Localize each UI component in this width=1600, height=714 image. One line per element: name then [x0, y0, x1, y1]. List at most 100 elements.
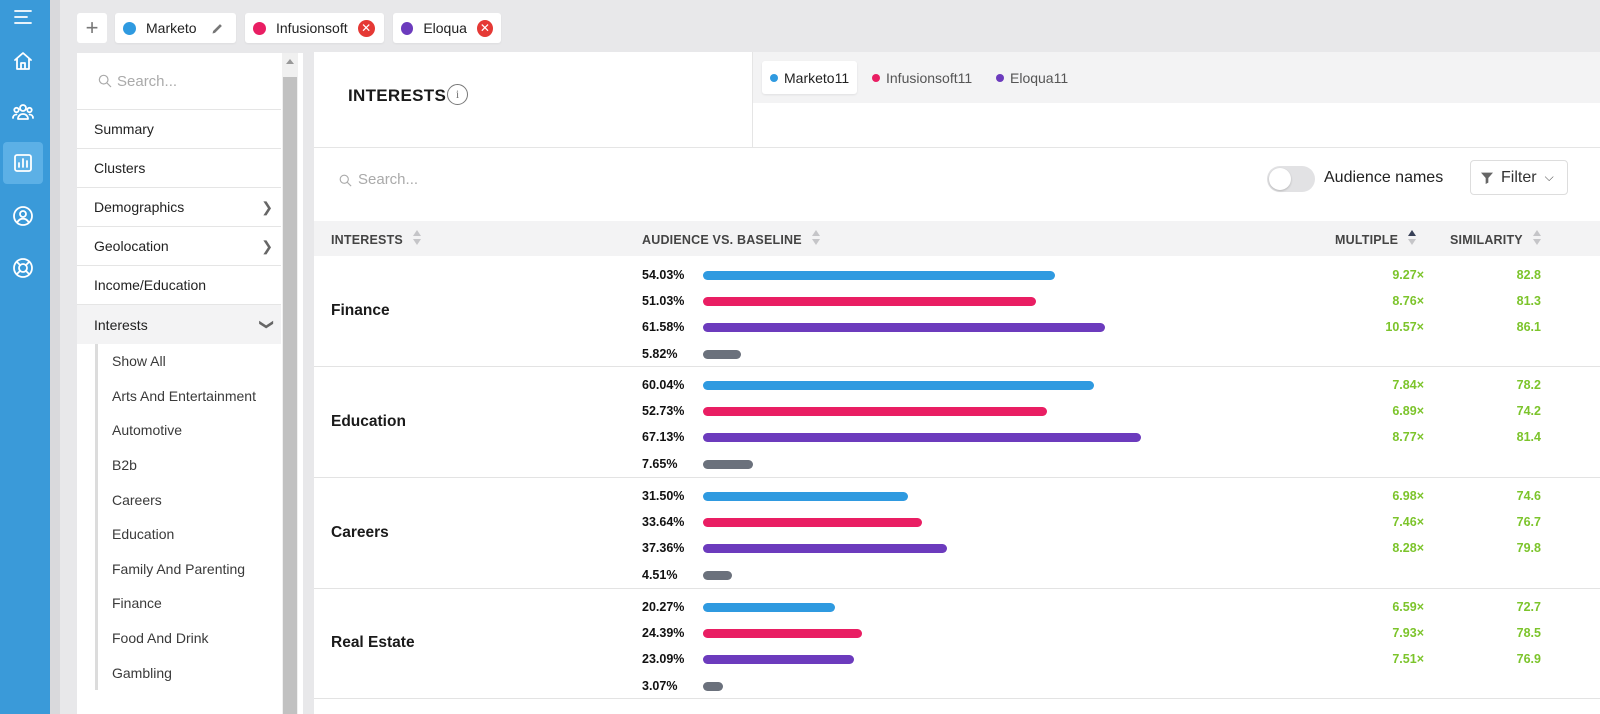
- sidebar-scrollbar[interactable]: [282, 53, 298, 714]
- sidebar-item-interests[interactable]: Interests ❯: [77, 305, 281, 344]
- audience-color-dot: [253, 21, 266, 35]
- scrollbar-thumb[interactable]: [283, 77, 297, 714]
- percent-label: 7.65%: [642, 457, 678, 471]
- similarity-value: 72.7: [1516, 600, 1541, 614]
- table-row[interactable]: Real Estate 20.27% 6.59× 72.7 24.39% 7.93× 78.…: [314, 589, 1600, 699]
- report-sidebar: Search... Summary Clusters Demographics ❯…: [77, 53, 303, 714]
- profile-icon[interactable]: [3, 195, 43, 237]
- scroll-up-icon[interactable]: [286, 59, 294, 64]
- column-header-audience[interactable]: AUDIENCE VS. BASELINE: [642, 230, 821, 248]
- percent-label: 24.39%: [642, 626, 685, 640]
- panel-header: INTERESTS i: [314, 52, 753, 147]
- sidebar-subitem[interactable]: Show All: [112, 353, 166, 370]
- legend-label: Infusionsoft11: [886, 69, 973, 86]
- chevron-right-icon: ❯: [261, 237, 273, 254]
- sidebar-subitem[interactable]: Finance: [112, 595, 162, 612]
- percent-label: 61.58%: [642, 320, 685, 334]
- add-audience-button[interactable]: +: [77, 13, 107, 43]
- sidebar-subitem[interactable]: B2b: [112, 457, 137, 474]
- audience-bar: [703, 271, 1056, 280]
- similarity-value: 81.4: [1516, 430, 1541, 444]
- sidebar-subitem[interactable]: Education: [112, 526, 175, 543]
- audience-color-dot: [123, 21, 136, 35]
- sidebar-subitem[interactable]: Food And Drink: [112, 630, 209, 647]
- reports-icon[interactable]: [3, 142, 43, 184]
- sidebar-subitem[interactable]: Gambling: [112, 664, 172, 681]
- audiences-icon[interactable]: [3, 91, 43, 133]
- interest-name: Finance: [331, 302, 390, 319]
- sidebar-subitem[interactable]: Careers: [112, 491, 162, 508]
- audience-bar: [703, 297, 1036, 306]
- audience-tab-label: Eloqua: [423, 20, 467, 36]
- sidebar-subitem[interactable]: Automotive: [112, 422, 183, 439]
- chevron-down-icon: ⌵: [1544, 170, 1554, 184]
- legend-dot: [872, 73, 880, 82]
- baseline-bar: [703, 460, 753, 469]
- multiple-value: 6.98×: [1392, 489, 1424, 503]
- table-row[interactable]: Careers 31.50% 6.98× 74.6 33.64% 7.46× 76.7 37.…: [314, 478, 1600, 589]
- table-search-placeholder: Search...: [358, 170, 419, 188]
- percent-label: 20.27%: [642, 600, 685, 614]
- table-row[interactable]: Finance 54.03% 9.27× 82.8 51.03% 8.76× 81.3 61.…: [314, 257, 1600, 367]
- similarity-value: 74.2: [1516, 404, 1541, 418]
- column-header-similarity[interactable]: SIMILARITY: [1450, 230, 1542, 248]
- audience-tab-label: Marketo: [146, 20, 197, 36]
- percent-label: 37.36%: [642, 541, 685, 555]
- menu-icon[interactable]: [3, 0, 43, 38]
- legend-item-marketo[interactable]: Marketo11: [762, 61, 858, 94]
- percent-label: 60.04%: [642, 378, 685, 392]
- multiple-value: 9.27×: [1392, 268, 1424, 282]
- legend-item-infusionsoft[interactable]: Infusionsoft11: [864, 61, 980, 94]
- sidebar-item-label: Interests: [94, 316, 148, 333]
- audience-bar: [703, 492, 909, 501]
- audience-names-toggle[interactable]: [1267, 166, 1315, 192]
- sidebar-search[interactable]: Search...: [77, 53, 281, 110]
- column-header-interests[interactable]: INTERESTS: [331, 230, 422, 248]
- interest-name: Education: [331, 412, 406, 430]
- interest-name: Real Estate: [331, 634, 415, 651]
- legend-dot: [996, 73, 1004, 82]
- sidebar-item-clusters[interactable]: Clusters: [77, 149, 281, 188]
- multiple-value: 7.51×: [1392, 652, 1424, 666]
- similarity-value: 76.9: [1516, 652, 1541, 666]
- remove-icon[interactable]: ✕: [476, 19, 493, 37]
- help-icon[interactable]: [3, 247, 43, 289]
- audience-legend: Marketo11 Infusionsoft11 Eloqua11: [753, 52, 1600, 103]
- column-header-multiple[interactable]: MULTIPLE: [1335, 230, 1417, 248]
- audience-bar: [703, 433, 1141, 442]
- similarity-value: 81.3: [1516, 294, 1541, 308]
- percent-label: 51.03%: [642, 294, 685, 308]
- home-icon[interactable]: [3, 40, 43, 82]
- rail-divider: [50, 0, 60, 714]
- audience-tab-infusionsoft[interactable]: Infusionsoft ✕: [245, 13, 384, 43]
- sort-icon[interactable]: [1532, 230, 1542, 246]
- remove-icon[interactable]: ✕: [357, 19, 375, 37]
- sidebar-item-summary[interactable]: Summary: [77, 110, 281, 149]
- chevron-down-icon: ❯: [259, 318, 276, 331]
- sidebar-item-demographics[interactable]: Demographics ❯: [77, 188, 281, 227]
- table-search-input[interactable]: Search...: [338, 170, 418, 188]
- sidebar-subitem[interactable]: Arts And Entertainment: [112, 387, 256, 404]
- table-row[interactable]: Education 60.04% 7.84× 78.2 52.73% 6.89× 74.2 6…: [314, 367, 1600, 478]
- audience-color-dot: [401, 21, 414, 35]
- legend-item-eloqua[interactable]: Eloqua11: [988, 61, 1076, 94]
- edit-icon[interactable]: [210, 21, 225, 36]
- sidebar-subitem[interactable]: Family And Parenting: [112, 560, 246, 577]
- info-icon[interactable]: i: [447, 84, 468, 105]
- audience-tab-marketo[interactable]: Marketo: [115, 13, 236, 43]
- percent-label: 31.50%: [642, 489, 685, 503]
- sort-icon[interactable]: [412, 230, 422, 246]
- sort-icon[interactable]: [811, 230, 821, 246]
- sidebar-item-geolocation[interactable]: Geolocation ❯: [77, 227, 281, 266]
- page-title: INTERESTS: [348, 86, 447, 105]
- audience-bar: [703, 407, 1047, 416]
- audience-tab-eloqua[interactable]: Eloqua ✕: [393, 13, 501, 43]
- audience-bar: [703, 323, 1105, 332]
- sort-ascending-icon[interactable]: [1408, 230, 1417, 246]
- audience-tab-label: Infusionsoft: [276, 20, 348, 36]
- sidebar-item-income-education[interactable]: Income/Education: [77, 266, 281, 305]
- column-header-label: INTERESTS: [331, 233, 403, 247]
- audience-bar: [703, 603, 836, 612]
- baseline-bar: [703, 350, 741, 359]
- filter-button[interactable]: Filter ⌵: [1470, 160, 1568, 195]
